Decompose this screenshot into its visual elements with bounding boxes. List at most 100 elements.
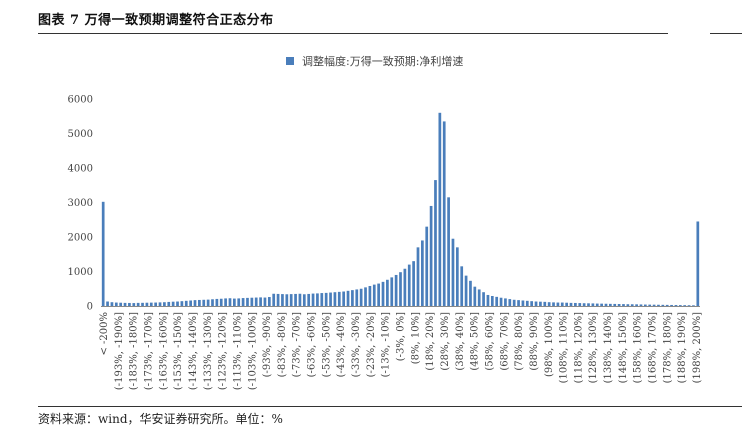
x-tick-label: (148%, 150%]: [618, 312, 629, 383]
bar: [136, 302, 140, 306]
bar: [543, 301, 547, 306]
x-tick-label: (118%, 120%]: [573, 312, 584, 383]
bar: [547, 302, 551, 306]
bar: [539, 301, 542, 306]
x-tick-label: (-123%, -120%]: [218, 312, 229, 390]
bar: [110, 302, 114, 306]
bar: [626, 304, 630, 306]
y-tick-label: 3000: [68, 198, 93, 209]
y-tick-label: 2000: [68, 233, 93, 244]
bar: [622, 304, 625, 306]
bar: [504, 298, 507, 306]
bar: [517, 300, 520, 306]
bar: [333, 292, 337, 306]
bar: [591, 303, 595, 306]
bar: [648, 304, 652, 306]
bar: [355, 289, 359, 306]
bar: [198, 299, 201, 306]
x-tick-label: (178%, 180%]: [662, 312, 673, 383]
bar: [372, 284, 376, 306]
x-tick-label: (-33%, -30%]: [351, 312, 362, 377]
bar: [193, 300, 197, 306]
top-rule-right: [710, 33, 742, 34]
bar: [552, 302, 555, 306]
x-tick-label: (198%, 200%]: [692, 312, 703, 383]
bar: [320, 293, 324, 306]
bar: [455, 247, 459, 306]
bar: [189, 300, 192, 306]
bar: [692, 305, 695, 306]
bar: [525, 300, 529, 306]
y-tick-label: 1000: [68, 267, 93, 278]
bar: [228, 298, 232, 306]
bar: [246, 297, 249, 306]
x-tick-label: (38%, 40%]: [455, 312, 466, 371]
source-note: 资料来源：wind，华安证券研究所。单位：%: [38, 412, 283, 426]
bar: [508, 299, 512, 306]
bar: [407, 264, 411, 306]
x-tick-label: (48%, 50%]: [470, 312, 481, 371]
bar: [683, 305, 687, 306]
bar: [674, 305, 678, 306]
x-tick-label: (-193%, -190%]: [114, 312, 125, 390]
bar: [600, 303, 603, 306]
bar: [237, 298, 241, 306]
x-tick-label: < -200%: [99, 312, 110, 356]
bar: [259, 297, 262, 307]
bar: [394, 274, 398, 306]
bar: [447, 197, 450, 306]
bar: [324, 292, 328, 306]
bar: [652, 304, 656, 306]
bar: [298, 293, 302, 306]
x-tick-label: (-183%, -180%]: [129, 312, 140, 390]
bar: [368, 285, 372, 306]
bar: [499, 297, 503, 306]
bar: [587, 303, 590, 306]
x-tick-label: (-13%, -10%]: [381, 312, 392, 377]
x-tick-label: (-143%, -140%]: [188, 312, 199, 390]
figure-title: 图表 7 万得一致预期调整符合正态分布: [38, 13, 274, 28]
bar: [617, 304, 621, 306]
x-tick-label: (-43%, -40%]: [336, 312, 347, 377]
bar: [534, 301, 538, 306]
bar: [657, 304, 660, 306]
bar: [114, 302, 118, 306]
bar: [364, 287, 367, 306]
bar: [512, 299, 516, 306]
x-tick-label: (-83%, -80%]: [277, 312, 288, 377]
bar: [202, 299, 206, 306]
bar: [145, 302, 149, 306]
bar: [464, 275, 468, 306]
x-tick-label: (28%, 30%]: [440, 312, 451, 371]
x-tick-label: (-63%, -60%]: [307, 312, 318, 377]
bar: [412, 261, 415, 306]
bar: [106, 301, 109, 306]
bar: [206, 299, 210, 306]
bar: [316, 293, 319, 306]
x-tick-label: (-113%, -110%]: [232, 312, 243, 390]
x-tick-label: (78%, 80%]: [514, 312, 525, 371]
bar: [171, 301, 175, 306]
y-tick-label: 6000: [68, 95, 93, 106]
bar: [101, 201, 105, 306]
bar: [342, 291, 346, 306]
bar: [635, 304, 638, 306]
x-tick-label: (158%, 160%]: [633, 312, 644, 383]
x-tick-label: (-73%, -70%]: [292, 312, 303, 377]
x-tick-label: (-23%, -20%]: [366, 312, 377, 377]
bar: [176, 301, 179, 306]
bar: [521, 300, 525, 306]
bottom-rule: [38, 406, 742, 407]
bar: [141, 302, 144, 306]
bar: [233, 298, 236, 306]
bar: [490, 296, 494, 306]
x-tick-label: (98%, 100%]: [544, 312, 555, 377]
x-tick-label: (-153%, -150%]: [173, 312, 184, 390]
bar: [569, 302, 573, 306]
bar: [180, 301, 184, 306]
top-rule: [38, 33, 668, 34]
bar: [359, 288, 363, 306]
bar: [307, 293, 311, 306]
x-tick-label: (68%, 70%]: [499, 312, 510, 371]
